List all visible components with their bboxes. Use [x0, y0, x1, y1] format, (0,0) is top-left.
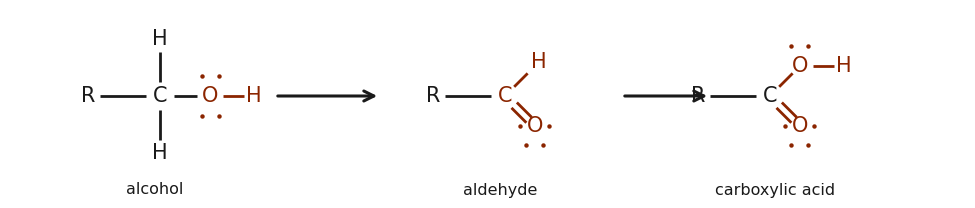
Text: O: O — [792, 56, 808, 76]
Text: alcohol: alcohol — [127, 182, 183, 198]
Text: R: R — [426, 86, 440, 106]
Text: H: H — [152, 29, 168, 49]
Text: O: O — [202, 86, 218, 106]
Text: H: H — [531, 52, 547, 72]
Text: O: O — [792, 116, 808, 136]
Text: H: H — [246, 86, 262, 106]
Text: aldehyde: aldehyde — [463, 182, 537, 198]
Text: C: C — [153, 86, 168, 106]
Text: H: H — [152, 143, 168, 163]
Text: O: O — [526, 116, 543, 136]
Text: C: C — [762, 86, 777, 106]
Text: R: R — [691, 86, 705, 106]
Text: H: H — [836, 56, 851, 76]
Text: C: C — [498, 86, 512, 106]
Text: R: R — [81, 86, 96, 106]
Text: carboxylic acid: carboxylic acid — [715, 182, 835, 198]
